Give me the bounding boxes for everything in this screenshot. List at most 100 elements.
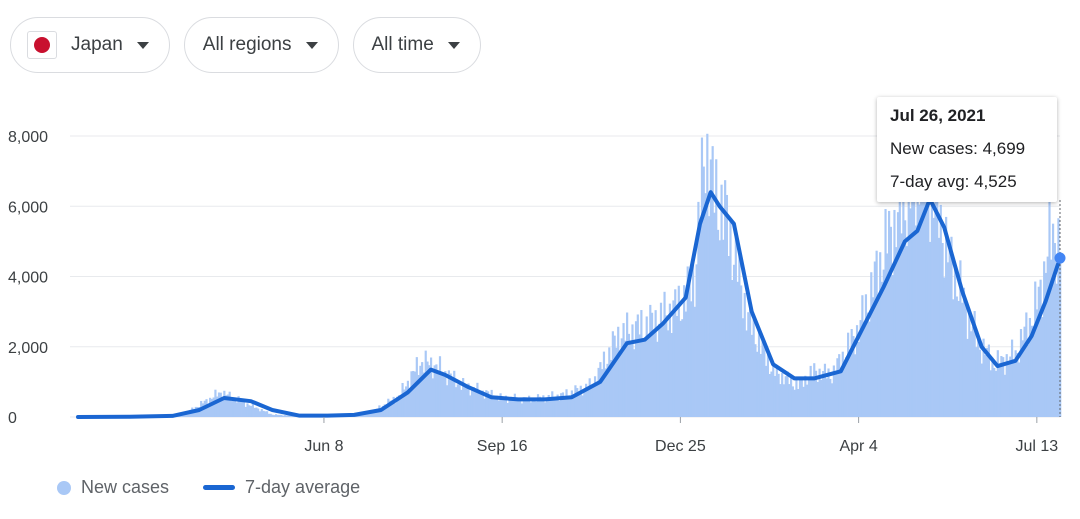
y-tick-label: 4,000 (8, 270, 48, 287)
new-cases-bar (408, 389, 411, 417)
new-cases-bar (925, 147, 928, 417)
cases-chart[interactable]: 0 2,000 4,000 6,000 8,000 Jun 8 Sep 16 Dec 25 A… (0, 90, 1080, 465)
new-cases-bar (658, 323, 661, 417)
new-cases-bar (749, 303, 752, 417)
new-cases-bar (732, 264, 736, 417)
new-cases-bar (184, 414, 187, 417)
new-cases-bar (813, 363, 816, 417)
new-cases-bar (896, 212, 900, 417)
new-cases-bar (577, 392, 581, 417)
new-cases-bar (747, 312, 750, 417)
new-cases-bar (697, 201, 700, 417)
new-cases-bar (702, 166, 705, 417)
new-cases-bar (891, 275, 894, 417)
new-cases-bar (602, 351, 606, 417)
new-cases-bar (560, 393, 563, 417)
new-cases-bar (927, 170, 930, 417)
new-cases-bar (848, 349, 851, 417)
new-cases-bar (626, 312, 629, 417)
new-cases-bar (866, 312, 869, 417)
new-cases-bar (1019, 329, 1023, 417)
new-cases-bar (802, 386, 805, 417)
new-cases-bar (524, 397, 527, 417)
new-cases-bar (369, 411, 372, 417)
new-cases-bar (282, 415, 285, 417)
new-cases-bar (242, 400, 246, 417)
new-cases-bar (1009, 356, 1012, 417)
flag-disc (34, 37, 50, 53)
hover-point (1054, 252, 1066, 264)
new-cases-bar (608, 347, 611, 417)
new-cases-bar (447, 370, 450, 417)
caret-down-icon (305, 41, 318, 49)
new-cases-bar (820, 379, 823, 417)
new-cases-bar (654, 310, 657, 417)
new-cases-bar (763, 343, 766, 417)
new-cases-bar (827, 368, 830, 417)
new-cases-bar (223, 390, 226, 417)
new-cases-bar (953, 267, 957, 417)
new-cases-bar (615, 347, 618, 417)
new-cases-bar (387, 398, 390, 417)
filter-bar: Japan All regions All time (10, 17, 481, 73)
legend-average-label: 7-day average (245, 477, 361, 497)
new-cases-bar (533, 397, 536, 417)
new-cases-bar (656, 341, 659, 417)
new-cases-bar (1055, 283, 1058, 417)
new-cases-bar (579, 385, 582, 417)
new-cases-bar (182, 414, 185, 417)
new-cases-bar (948, 242, 951, 417)
new-cases-bar (1059, 251, 1062, 417)
new-cases-bar (929, 241, 932, 417)
new-cases-bar (515, 399, 518, 417)
new-cases-bar (233, 399, 237, 417)
new-cases-bar (1012, 361, 1015, 417)
new-cases-bar (178, 415, 181, 417)
new-cases-bar (679, 320, 682, 417)
region-dropdown[interactable]: All regions (183, 17, 339, 73)
new-cases-bar (852, 336, 855, 417)
new-cases-bar (371, 413, 374, 417)
new-cases-bar (761, 337, 764, 417)
new-cases-bar (472, 387, 475, 417)
new-cases-bar (538, 396, 541, 417)
new-cases-bar (708, 216, 711, 417)
time-range-dropdown[interactable]: All time (352, 17, 481, 73)
new-cases-bar (280, 414, 283, 417)
new-cases-bar (806, 384, 809, 417)
new-cases-bar (476, 382, 479, 417)
new-cases-bar (390, 400, 393, 417)
new-cases-bar (683, 285, 686, 417)
new-cases-bar (510, 396, 513, 417)
new-cases-bar (492, 399, 495, 417)
new-cases-bar (556, 394, 559, 417)
new-cases-bar (672, 300, 675, 417)
new-cases-bar (986, 347, 989, 417)
new-cases-bar (487, 391, 490, 417)
new-cases-bar (381, 405, 385, 417)
new-cases-bar (888, 210, 891, 417)
new-cases-bar (536, 394, 540, 417)
new-cases-bar (772, 362, 775, 417)
new-cases-bar (993, 367, 996, 417)
new-cases-bar (814, 370, 818, 417)
new-cases-bar (456, 384, 459, 417)
country-label: Japan (71, 34, 123, 55)
new-cases-bar (266, 411, 269, 417)
new-cases-bar (1023, 326, 1026, 417)
new-cases-bar (208, 397, 212, 417)
seven-day-average-path (76, 190, 1062, 419)
new-cases-bar (691, 265, 695, 417)
new-cases-bar (830, 383, 834, 417)
new-cases-bar (574, 385, 577, 417)
new-cases-bar (640, 310, 643, 417)
new-cases-bar (989, 370, 992, 417)
new-cases-bar (775, 364, 778, 417)
new-cases-bar (483, 398, 486, 417)
new-cases-bar (257, 408, 260, 417)
country-dropdown[interactable]: Japan (10, 17, 170, 73)
new-cases-bar (777, 373, 780, 417)
new-cases-bar (192, 409, 196, 417)
new-cases-bar (980, 363, 983, 417)
new-cases-bar (522, 397, 525, 417)
